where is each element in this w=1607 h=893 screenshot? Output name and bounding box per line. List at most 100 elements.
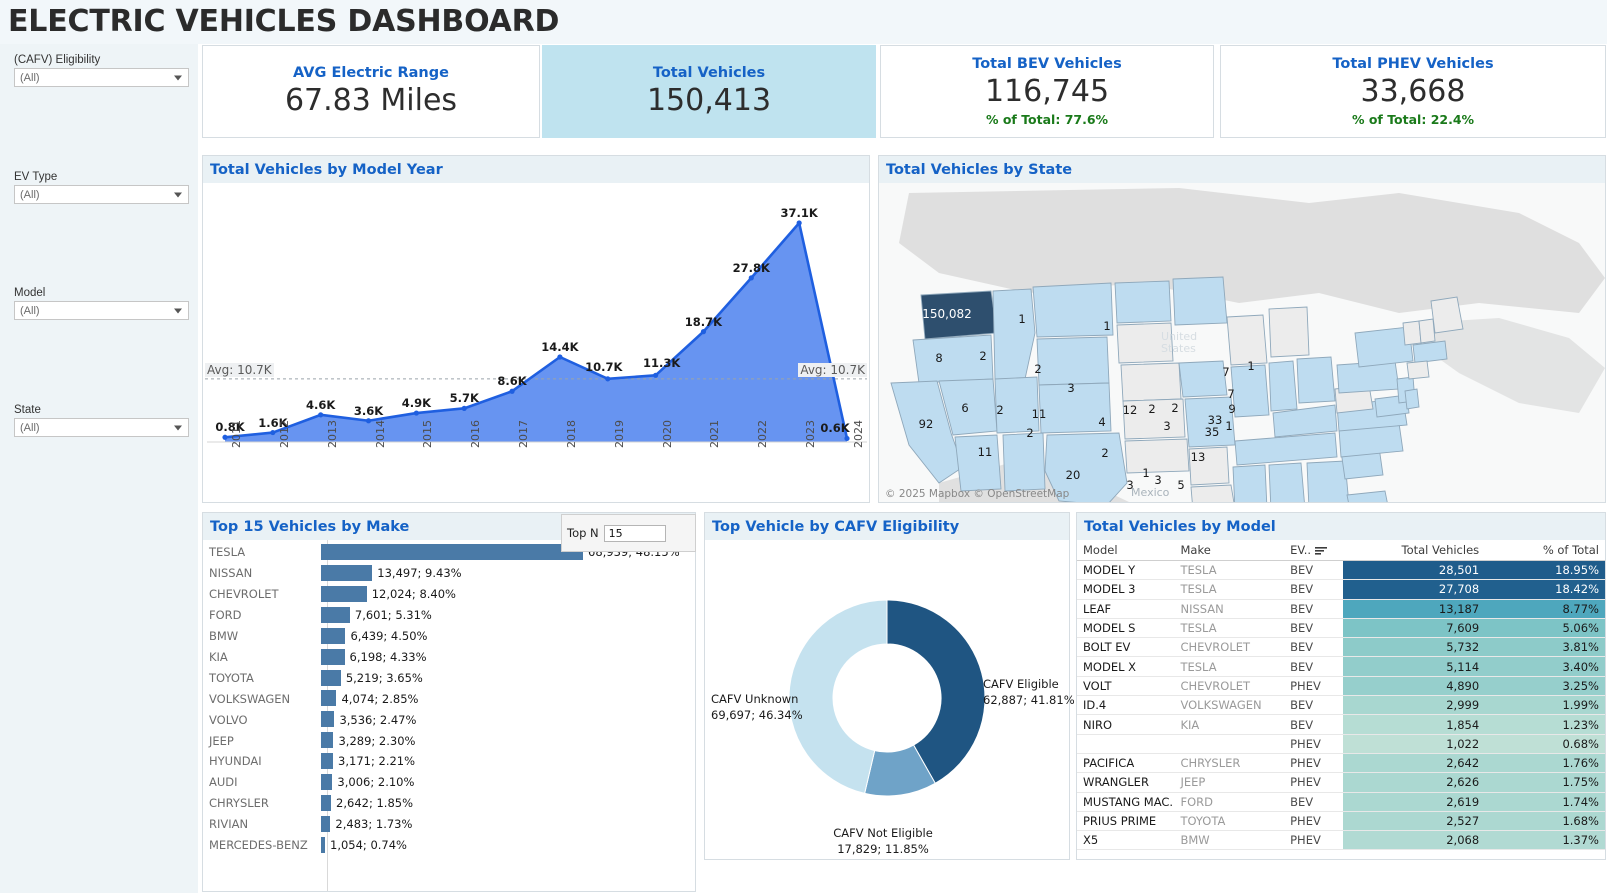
cell-make: NISSAN: [1174, 599, 1285, 619]
bar-row[interactable]: TESLA 68,939; 48.15%: [203, 542, 695, 563]
table-header-model[interactable]: Model: [1077, 540, 1175, 561]
bar-row[interactable]: AUDI 3,006; 2.10%: [203, 772, 695, 793]
cell-pct-of-total: 1.74%: [1485, 792, 1605, 812]
area-line: [223, 221, 849, 440]
cell-total-vehicles: 28,501: [1343, 560, 1486, 581]
chevron-down-icon[interactable]: [174, 308, 182, 313]
choropleth-map[interactable]: United States Mexico © 2025 Mapbox © Open…: [879, 183, 1605, 502]
filter-dropdown-cafv-eligibility[interactable]: (All): [14, 68, 189, 87]
area-chart[interactable]: 0.8K 1.6K 4.6K 3.6K 4.9K 5.7K 8.6K 14.4K 10.7K 11…: [203, 183, 869, 502]
filter-dropdown-model[interactable]: (All): [14, 301, 189, 320]
table-row[interactable]: ID.4 VOLKSWAGEN BEV 2,999 1.99%: [1077, 695, 1605, 716]
sort-descending-icon[interactable]: [1315, 546, 1328, 556]
x-axis-tick: 2023: [804, 420, 818, 448]
x-axis-tick: 2013: [325, 420, 339, 448]
map-state-me: [1430, 296, 1464, 334]
panel-header: Total Vehicles by State: [879, 156, 1605, 183]
bar-fill[interactable]: [321, 585, 367, 602]
table-row[interactable]: MUSTANG MAC.. FORD BEV 2,619 1.74%: [1077, 792, 1605, 812]
bar-row[interactable]: VOLVO 3,536; 2.47%: [203, 709, 695, 730]
panel-header: Total Vehicles by Model: [1077, 513, 1605, 540]
filter-dropdown-state[interactable]: (All): [14, 418, 189, 437]
bar-fill[interactable]: [321, 753, 334, 770]
table-row[interactable]: MODEL S TESLA BEV 7,609 5.06%: [1077, 618, 1605, 639]
bar-row[interactable]: TOYOTA 5,219; 3.65%: [203, 667, 695, 688]
map-label-mo: 2: [1101, 446, 1109, 460]
donut-chart[interactable]: CAFV Eligible 62,887; 41.81% CAFV Not Elig…: [705, 540, 1075, 859]
panel-title-model: Total Vehicles by Model: [1084, 518, 1276, 535]
map-label-va: 35: [1204, 425, 1220, 439]
bar-fill[interactable]: [321, 669, 341, 686]
bar-row[interactable]: CHEVROLET 12,024; 8.40%: [203, 584, 695, 605]
data-point: [413, 410, 419, 416]
table-row[interactable]: MODEL 3 TESLA BEV 27,708 18.42%: [1077, 579, 1605, 600]
table-row[interactable]: PRIUS PRIME TOYOTA PHEV 2,527 1.68%: [1077, 811, 1605, 832]
top-n-input[interactable]: 15: [603, 524, 666, 542]
bar-fill[interactable]: [321, 606, 350, 623]
bar-row[interactable]: RIVIAN 2,483; 1.73%: [203, 814, 695, 835]
bar-fill[interactable]: [321, 544, 583, 561]
chevron-down-icon[interactable]: [174, 192, 182, 197]
bar-fill[interactable]: [321, 648, 345, 665]
kpi-card-avg-electric-range[interactable]: AVG Electric Range 67.83 Miles: [202, 45, 540, 138]
bar-track: 4,074; 2.85%: [321, 688, 695, 709]
bar-fill[interactable]: [321, 565, 373, 582]
bar-row[interactable]: VOLKSWAGEN 4,074; 2.85%: [203, 688, 695, 709]
bar-chart[interactable]: TESLA 68,939; 48.15% NISSAN 13,497; 9.43% CH…: [203, 540, 695, 891]
bar-row[interactable]: FORD 7,601; 5.31%: [203, 605, 695, 626]
bar-row[interactable]: HYUNDAI 3,171; 2.21%: [203, 751, 695, 772]
kpi-card-total-phev-vehicles[interactable]: Total PHEV Vehicles 33,668 % of Total: 22.…: [1220, 45, 1606, 138]
bar-category-label: RIVIAN: [209, 817, 249, 832]
table-row[interactable]: LEAF NISSAN BEV 13,187 8.77%: [1077, 599, 1605, 619]
map-label-oh: 2: [1171, 401, 1179, 415]
chevron-down-icon[interactable]: [174, 425, 182, 430]
bar-track: 13,497; 9.43%: [321, 563, 695, 584]
table-header-make[interactable]: Make: [1174, 540, 1285, 561]
kpi-card-total-vehicles[interactable]: Total Vehicles 150,413: [542, 45, 876, 138]
top-n-label: Top N: [567, 526, 599, 540]
area-fill: [225, 223, 847, 442]
data-point: [796, 220, 802, 226]
table-row[interactable]: BOLT EV CHEVROLET BEV 5,732 3.81%: [1077, 637, 1605, 658]
kpi-card-total-bev-vehicles[interactable]: Total BEV Vehicles 116,745 % of Total: 77.…: [880, 45, 1214, 138]
bar-fill[interactable]: [321, 732, 334, 749]
map-label-id: 2: [979, 349, 987, 363]
bar-row[interactable]: BMW 6,439; 4.50%: [203, 626, 695, 647]
bar-fill[interactable]: [321, 690, 337, 707]
model-table-container[interactable]: Model Make EV.. Total Vehicles% of Total MOD…: [1077, 540, 1605, 859]
data-label: 5.7K: [449, 391, 479, 406]
bar-fill[interactable]: [321, 836, 325, 853]
bar-category-label: CHRYSLER: [209, 796, 269, 811]
bar-fill[interactable]: [321, 815, 331, 832]
table-row[interactable]: MODEL X TESLA BEV 5,114 3.40%: [1077, 656, 1605, 677]
bar-fill[interactable]: [321, 711, 335, 728]
table-row[interactable]: VOLT CHEVROLET PHEV 4,890 3.25%: [1077, 676, 1605, 697]
table-row[interactable]: PHEV 1,022 0.68%: [1077, 734, 1605, 754]
avg-label-left: Avg: 10.7K: [205, 362, 274, 377]
donut-label-cafv-eligible: CAFV Eligible 62,887; 41.81%: [983, 677, 1075, 708]
table-header-ev[interactable]: EV..: [1284, 540, 1344, 561]
filter-dropdown-ev-type[interactable]: (All): [14, 185, 189, 204]
bar-fill[interactable]: [321, 774, 333, 791]
bar-row[interactable]: KIA 6,198; 4.33%: [203, 647, 695, 668]
cell-pct-of-total: 3.40%: [1485, 656, 1605, 677]
bar-fill[interactable]: [321, 794, 332, 811]
kpi-label-total-phev-vehicles: Total PHEV Vehicles: [1332, 56, 1494, 72]
bar-row[interactable]: JEEP 3,289; 2.30%: [203, 730, 695, 751]
table-row[interactable]: WRANGLER JEEP PHEV 2,626 1.75%: [1077, 772, 1605, 793]
bar-track: 2,642; 1.85%: [321, 793, 695, 814]
table-header-total-vehicles[interactable]: Total Vehicles: [1343, 540, 1486, 561]
table-row[interactable]: PACIFICA CHRYSLER PHEV 2,642 1.76%: [1077, 753, 1605, 774]
table-row[interactable]: NIRO KIA BEV 1,854 1.23%: [1077, 714, 1605, 735]
bar-row[interactable]: CHRYSLER 2,642; 1.85%: [203, 793, 695, 814]
cell-ev-type: BEV: [1284, 618, 1344, 639]
bar-row[interactable]: NISSAN 13,497; 9.43%: [203, 563, 695, 584]
table-row[interactable]: X5 BMW PHEV 2,068 1.37%: [1077, 830, 1605, 851]
bar-fill[interactable]: [321, 627, 346, 644]
chevron-down-icon[interactable]: [174, 75, 182, 80]
table-row[interactable]: MODEL Y TESLA BEV 28,501 18.95%: [1077, 560, 1605, 581]
table-header-of-total[interactable]: % of Total: [1485, 540, 1605, 561]
top-n-control[interactable]: Top N 15: [561, 514, 696, 552]
bar-value-label: 3,536; 2.47%: [339, 712, 417, 727]
bar-row[interactable]: MERCEDES-BENZ 1,054; 0.74%: [203, 835, 695, 856]
